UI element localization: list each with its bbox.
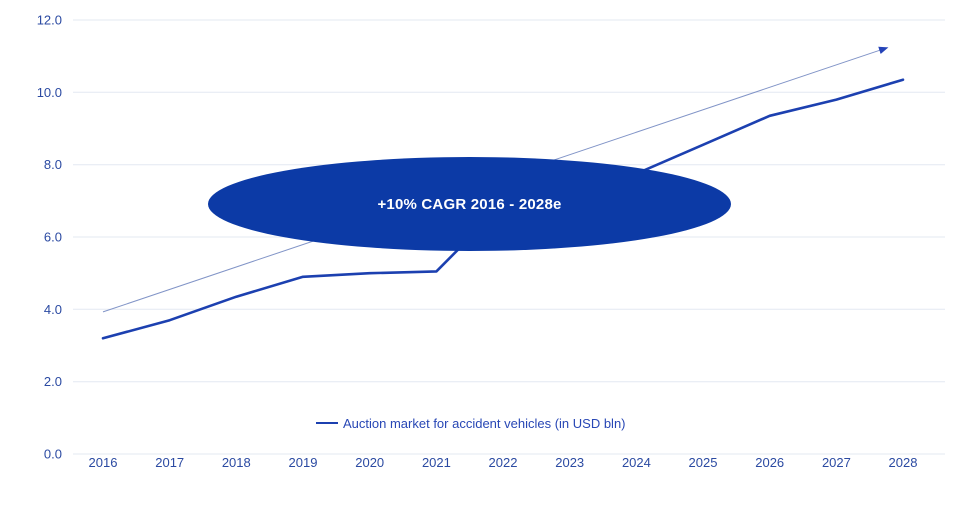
- legend: Auction market for accident vehicles (in…: [316, 415, 626, 431]
- y-tick-label: 2.0: [44, 374, 62, 389]
- y-tick-label: 10.0: [37, 85, 62, 100]
- x-tick-label: 2023: [555, 455, 584, 470]
- x-tick-label: 2024: [622, 455, 651, 470]
- legend-line-icon: [316, 422, 338, 424]
- cagr-annotation-ellipse: +10% CAGR 2016 - 2028e: [208, 157, 731, 251]
- y-tick-label: 4.0: [44, 302, 62, 317]
- y-tick-label: 12.0: [37, 13, 62, 28]
- x-tick-label: 2025: [689, 455, 718, 470]
- y-tick-label: 6.0: [44, 230, 62, 245]
- x-tick-label: 2021: [422, 455, 451, 470]
- y-tick-label: 8.0: [44, 157, 62, 172]
- x-tick-label: 2027: [822, 455, 851, 470]
- x-tick-label: 2020: [355, 455, 384, 470]
- x-tick-label: 2016: [89, 455, 118, 470]
- legend-label: Auction market for accident vehicles (in…: [343, 415, 626, 431]
- x-tick-label: 2028: [889, 455, 918, 470]
- x-tick-label: 2022: [489, 455, 518, 470]
- x-tick-label: 2018: [222, 455, 251, 470]
- x-tick-label: 2019: [289, 455, 318, 470]
- x-tick-label: 2026: [755, 455, 784, 470]
- x-tick-label: 2017: [155, 455, 184, 470]
- y-tick-label: 0.0: [44, 447, 62, 462]
- cagr-annotation-label: +10% CAGR 2016 - 2028e: [377, 195, 562, 213]
